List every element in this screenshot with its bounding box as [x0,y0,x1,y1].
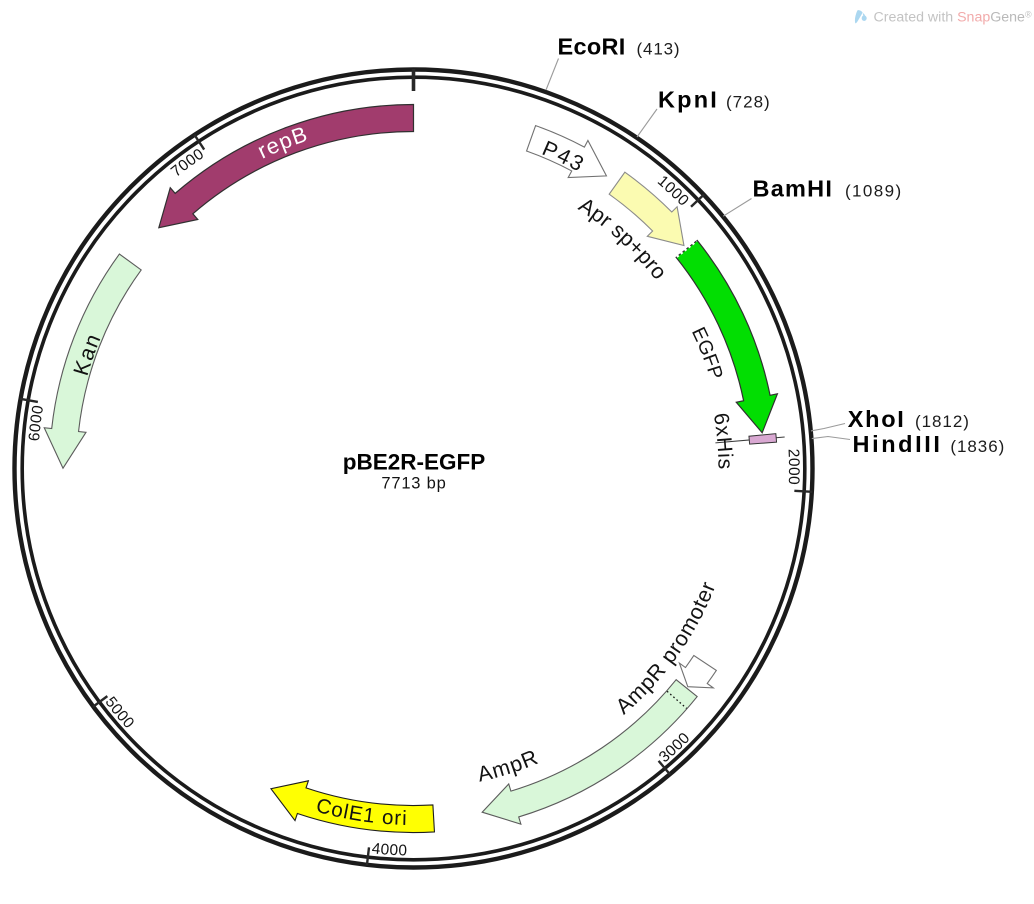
svg-text:(413): (413) [637,40,681,59]
svg-text:4000: 4000 [371,840,408,859]
svg-text:BamHI: BamHI [753,175,834,201]
svg-text:(1089): (1089) [845,181,903,200]
svg-text:Created with SnapGene®: Created with SnapGene® [874,9,1032,25]
svg-text:(728): (728) [726,92,771,111]
svg-text:(1812): (1812) [915,412,970,431]
svg-text:6000: 6000 [26,404,47,442]
svg-text:(1836): (1836) [950,437,1005,456]
svg-text:EcoRI: EcoRI [558,34,626,60]
svg-text:pBE2R-EGFP: pBE2R-EGFP [343,449,486,474]
svg-text:XhoI: XhoI [848,406,906,432]
svg-text:7713 bp: 7713 bp [381,475,446,493]
svg-text:KpnI: KpnI [658,86,719,112]
svg-text:HindIII: HindIII [853,431,943,457]
